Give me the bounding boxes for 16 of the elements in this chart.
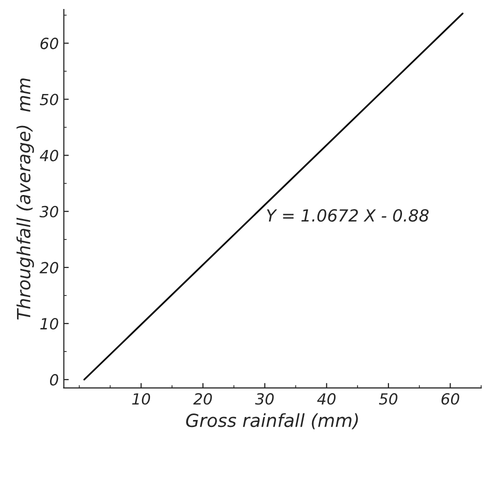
y-tick-label: 30: [40, 206, 58, 218]
x-tick-label: 10: [132, 393, 150, 405]
y-tick-label: 50: [40, 94, 58, 106]
y-tick-label: 40: [40, 150, 58, 162]
y-axis-title: Throughfall (average) mm: [16, 78, 34, 320]
x-tick-label: 30: [255, 393, 274, 405]
x-tick-label: 60: [442, 393, 460, 405]
y-tick-label: 60: [40, 38, 58, 50]
annotation: Y = 1.0672 X - 0.88: [266, 209, 429, 222]
x-axis-title: Gross rainfall (mm): [186, 413, 358, 430]
x-tick-label: 50: [379, 393, 398, 405]
x-tick-label: 20: [193, 393, 212, 405]
x-tick-label: 40: [317, 393, 336, 405]
y-tick-label: 0: [50, 374, 58, 386]
y-tick-label: 10: [40, 318, 58, 330]
y-tick-label: 20: [40, 262, 58, 274]
